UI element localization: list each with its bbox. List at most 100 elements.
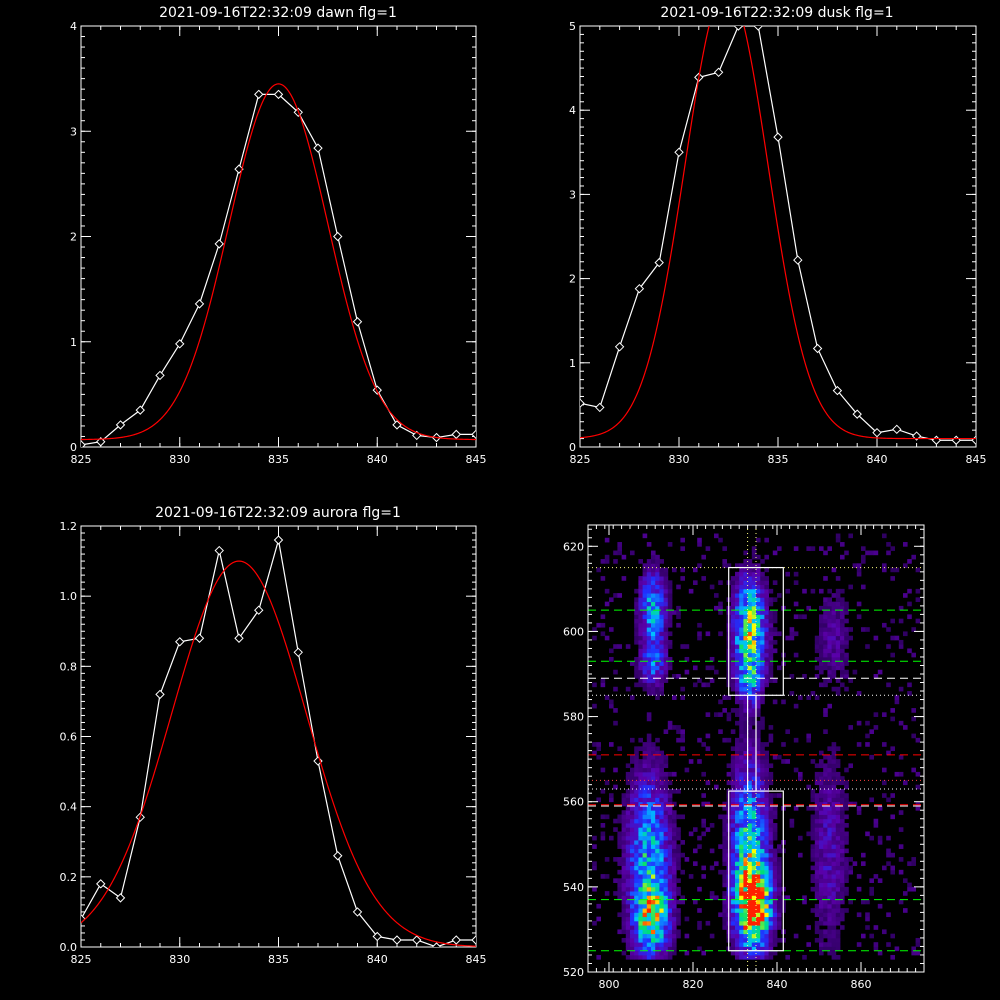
spectrogram-cell: [663, 929, 669, 935]
spectrogram-cell: [625, 920, 631, 926]
dusk-title: 2021-09-16T22:32:09 dusk flg=1: [660, 5, 893, 21]
spectrogram-cell: [638, 818, 643, 824]
spectrogram-cell: [877, 669, 883, 675]
spectrogram-cell: [659, 776, 664, 781]
spectrogram-cell: [613, 559, 618, 564]
spectrogram-cell: [760, 691, 765, 696]
spectrogram-cell: [638, 593, 643, 598]
spectrogram-cell: [789, 635, 795, 641]
spectrogram-cell: [659, 571, 664, 577]
spectrogram-cell: [684, 669, 690, 675]
spectrogram-cell: [646, 929, 652, 935]
spectrogram-cell: [663, 648, 669, 654]
spectrogram-cell: [735, 801, 740, 807]
spectrogram-cell: [663, 631, 669, 637]
dusk-data-point: [832, 385, 843, 396]
spectrogram-cell: [663, 652, 669, 658]
spectrogram-cell: [760, 844, 765, 849]
spectrogram-cell: [676, 933, 681, 939]
spectrogram-cell: [646, 912, 652, 918]
spectrogram-cell: [634, 614, 639, 620]
spectrogram-cell: [743, 597, 748, 603]
spectrogram-cell: [911, 886, 916, 892]
spectrogram-cell: [697, 835, 702, 841]
spectrogram-cell: [630, 882, 635, 888]
spectrogram-cell: [655, 588, 660, 594]
spectrogram-cell: [819, 780, 824, 786]
spectrogram-cell: [810, 814, 816, 820]
spectrogram-cell: [747, 631, 753, 637]
spectrogram-cell: [743, 605, 748, 611]
spectrogram-cell: [865, 831, 870, 837]
spectrogram-cell: [877, 835, 883, 841]
spectrogram-cell: [659, 831, 664, 837]
spectrogram-cell: [638, 908, 643, 913]
spectrogram-cell: [672, 814, 677, 820]
spectrogram-cell: [613, 767, 618, 773]
spectrogram-cell: [768, 631, 774, 637]
spectrogram-cell: [651, 610, 656, 615]
spectrogram-cell: [659, 669, 664, 675]
spectrogram-cell: [756, 805, 761, 811]
spectrogram-cell: [634, 665, 639, 671]
spectrogram-cell: [735, 656, 740, 662]
spectrogram-cell: [756, 852, 761, 858]
spectrogram-cell: [642, 533, 648, 539]
spectrogram-cell: [617, 542, 622, 547]
spectrogram-cell: [630, 814, 635, 820]
spectrogram-cell: [772, 831, 778, 837]
spectrogram-cell: [609, 597, 614, 603]
spectrogram-cell: [915, 618, 921, 624]
spectrogram-cell: [747, 848, 753, 854]
dawn-panel: 2021-09-16T22:32:09 dawn flg=1 825 830 835…: [70, 5, 487, 466]
spectrogram-cell: [634, 916, 639, 922]
spectrogram-cell: [764, 750, 769, 756]
spectrogram-cell: [659, 865, 664, 871]
spectrogram-cell: [882, 742, 887, 747]
spectrogram-cell: [760, 635, 765, 641]
spectrogram-cell: [638, 895, 643, 901]
spectrogram-cell: [609, 656, 614, 662]
spectrogram-cell: [756, 652, 761, 658]
spectrogram-cell: [831, 891, 837, 896]
spectrogram-cell: [739, 912, 744, 918]
spectrogram-cell: [642, 622, 648, 628]
spectrogram-cell: [768, 652, 774, 658]
spectrogram-cell: [827, 703, 832, 709]
spectrogram-cell: [827, 652, 832, 658]
spectrogram-cell: [646, 759, 652, 764]
spectrogram-cell: [743, 899, 748, 905]
spectrogram-cell: [760, 861, 765, 866]
spectrogram-cell: [793, 614, 799, 620]
spectrogram-cell: [659, 648, 664, 654]
spectrogram-cell: [831, 878, 837, 883]
aurora-data-point: [115, 893, 126, 903]
spectrogram-cell: [625, 848, 631, 854]
spectrogram-cell: [676, 891, 681, 896]
spectrogram-cell: [655, 601, 660, 607]
spectrogram-cell: [672, 857, 677, 862]
spectrogram-cell: [743, 797, 748, 803]
spectrogram-cell: [638, 656, 643, 662]
spectrogram-cell: [756, 691, 761, 696]
spectrogram-cell: [651, 823, 656, 828]
spectrogram-cell: [764, 763, 769, 769]
spectrogram-cell: [646, 584, 652, 590]
spectrogram-cell: [764, 780, 769, 786]
spectrogram-cell: [915, 737, 921, 743]
spectrogram-cell: [814, 639, 820, 645]
spectrogram-cell: [596, 742, 601, 747]
spectrogram-cell: [680, 852, 685, 858]
spectrogram-cell: [751, 933, 757, 939]
spectrogram-cell: [659, 954, 664, 960]
spectrogram-cell: [756, 874, 761, 879]
spectrogram-cell: [735, 720, 740, 726]
spectrogram-cell: [835, 597, 841, 603]
spectrogram-cell: [655, 874, 660, 879]
spectrogram-cell: [814, 878, 820, 883]
spectrogram-cell: [743, 844, 748, 849]
spectrogram-cell: [865, 925, 870, 930]
spectrogram-cell: [659, 950, 664, 956]
spectrogram-cell: [743, 878, 748, 883]
spectrogram-cell: [667, 891, 673, 896]
